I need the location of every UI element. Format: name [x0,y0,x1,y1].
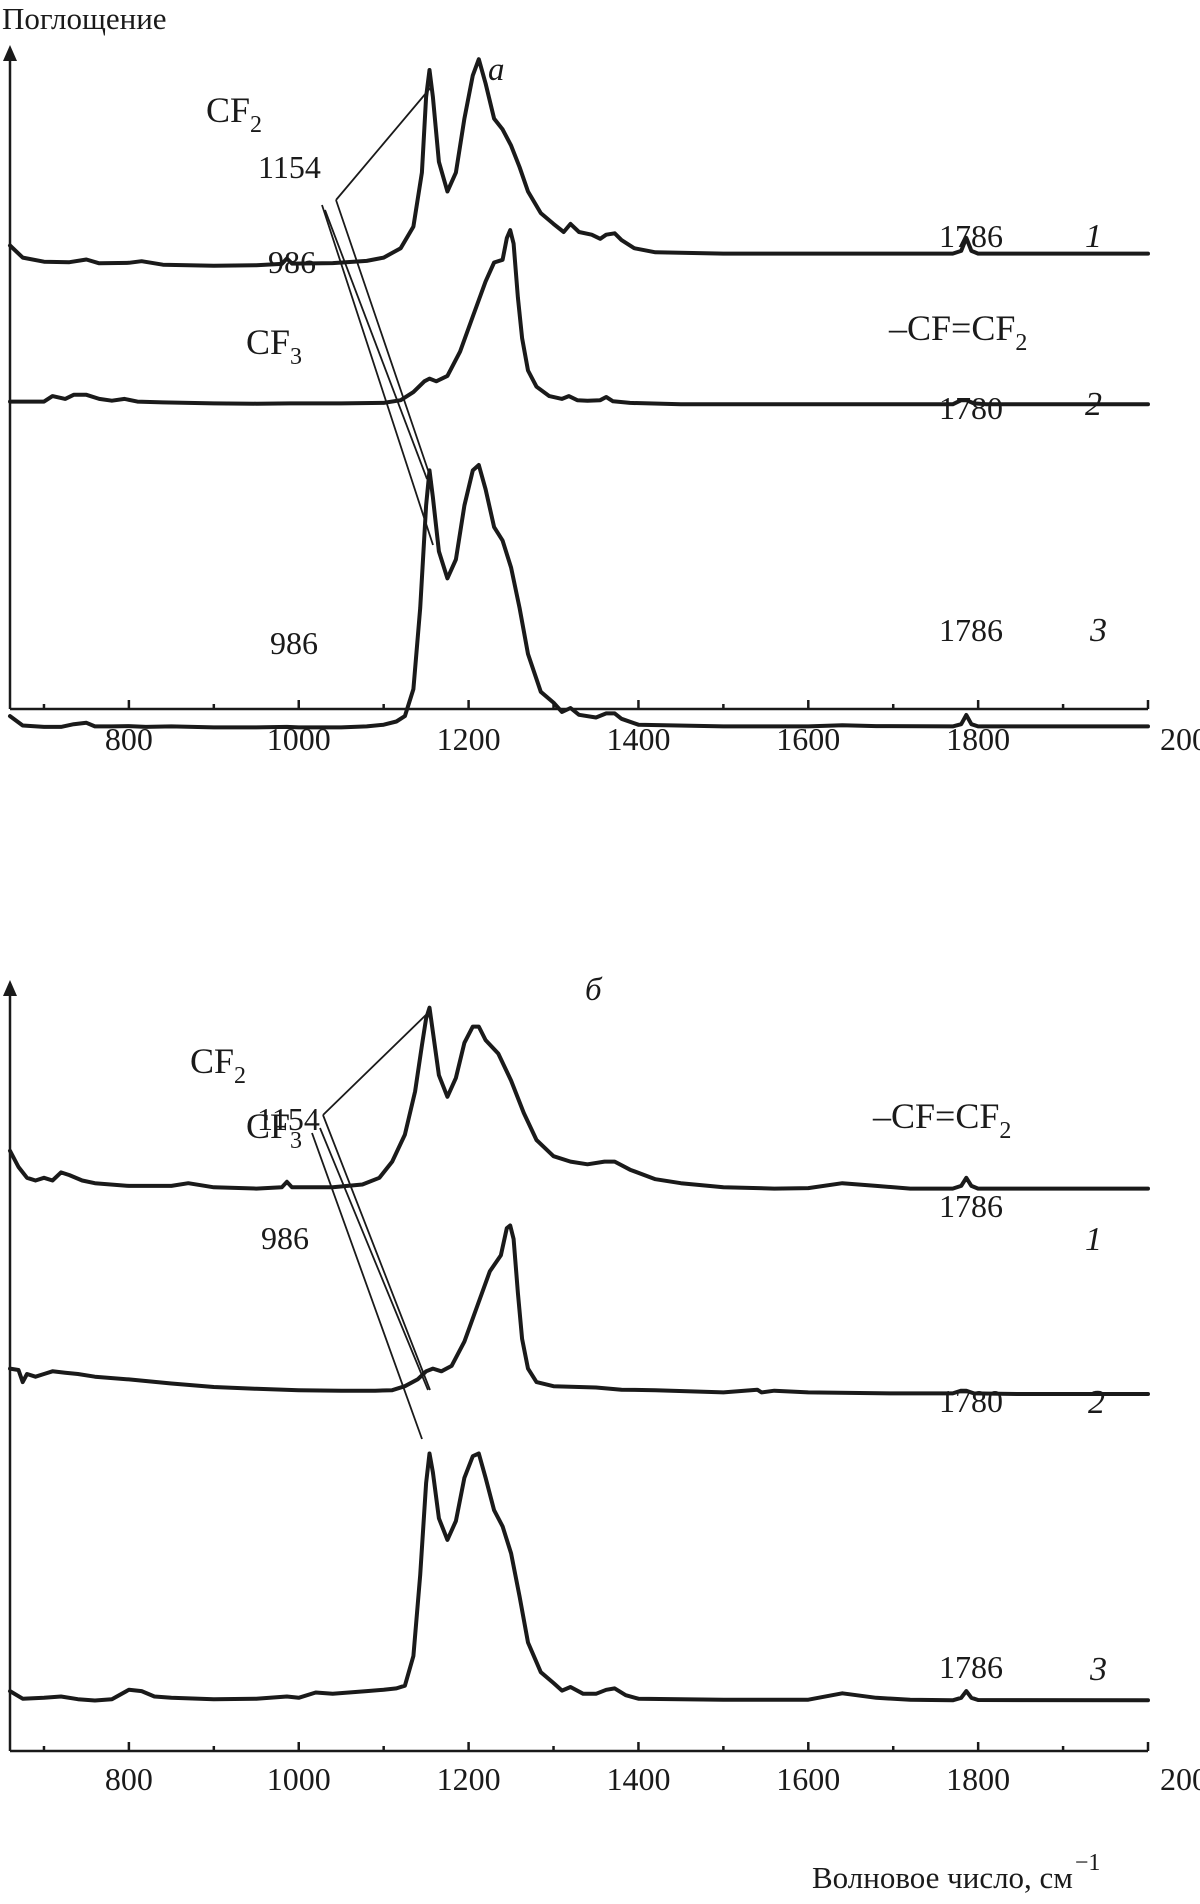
y-axis-arrow [3,45,17,61]
spectrum-trace-2 [8,228,1150,407]
x-tick-label: 2000 [1160,1761,1200,1797]
panel-letter: а [488,52,505,88]
spectrum-trace-2 [8,1223,1150,1396]
x-tick-label: 1000 [267,1761,331,1797]
curve-number-2: 2 [1085,386,1102,423]
svg-text:−1: −1 [1075,1850,1101,1876]
peak-1786-label: 1786 [939,218,1003,254]
leader-line [319,1127,429,1391]
y-axis-arrow [3,980,17,996]
peak-1786-label: 1786 [939,1188,1003,1224]
x-tick-label: 1600 [776,1761,840,1797]
peak-1786-label: 1786 [939,612,1003,648]
leader-line [324,209,428,480]
panel-b: 800100012001400160018002000б123CF2CF3115… [3,972,1200,1797]
leader-line [311,1132,423,1440]
panel-letter: б [585,972,603,1008]
curve-number-3: 3 [1089,1651,1107,1688]
peak-986-label: 986 [270,625,318,661]
leader-line [322,1009,432,1116]
leader-line [322,1114,431,1391]
x-tick-label: 1800 [946,1761,1010,1797]
x-axis-label: Волновое число, см −1 [812,1850,1100,1895]
curve-number-1: 1 [1085,1221,1102,1258]
curve-number-3: 3 [1089,612,1107,649]
peak-1780-label: 1780 [939,390,1003,426]
peak-1154-label: 1154 [258,149,321,185]
vinyl-group-label: –CF=CF2 [872,1096,1011,1144]
svg-text:Волновое число, см: Волновое число, см [812,1860,1073,1895]
x-tick-label: 2000 [1160,721,1200,757]
spectrum-trace-1 [8,57,1150,268]
peak-986-label: 986 [268,244,316,280]
peak-1786-label: 1786 [939,1649,1003,1685]
cf2-label: CF2 [206,90,262,138]
x-tick-label: 1200 [437,721,501,757]
cf3-label: CF3 [246,322,302,370]
spectrum-trace-3 [8,463,1150,730]
spectrum-trace-1 [8,1005,1150,1191]
curve-number-2: 2 [1088,1384,1105,1421]
panel-a: 800100012001400160018002000а123CF2CF3115… [3,45,1200,757]
vinyl-group-label: –CF=CF2 [888,308,1027,356]
x-tick-label: 800 [105,1761,153,1797]
curve-number-1: 1 [1085,218,1102,255]
leader-line [335,85,433,201]
peak-986-label: 986 [261,1220,309,1256]
leader-line [335,199,433,483]
cf2-label: CF2 [190,1041,246,1089]
y-axis-label: Поглощение [2,1,167,36]
peak-1780-label: 1780 [939,1383,1003,1419]
x-tick-label: 1200 [437,1761,501,1797]
spectrum-trace-3 [8,1451,1150,1703]
peak-1154-label: 1154 [257,1101,320,1137]
leader-line [321,204,434,546]
x-tick-label: 1400 [606,1761,670,1797]
